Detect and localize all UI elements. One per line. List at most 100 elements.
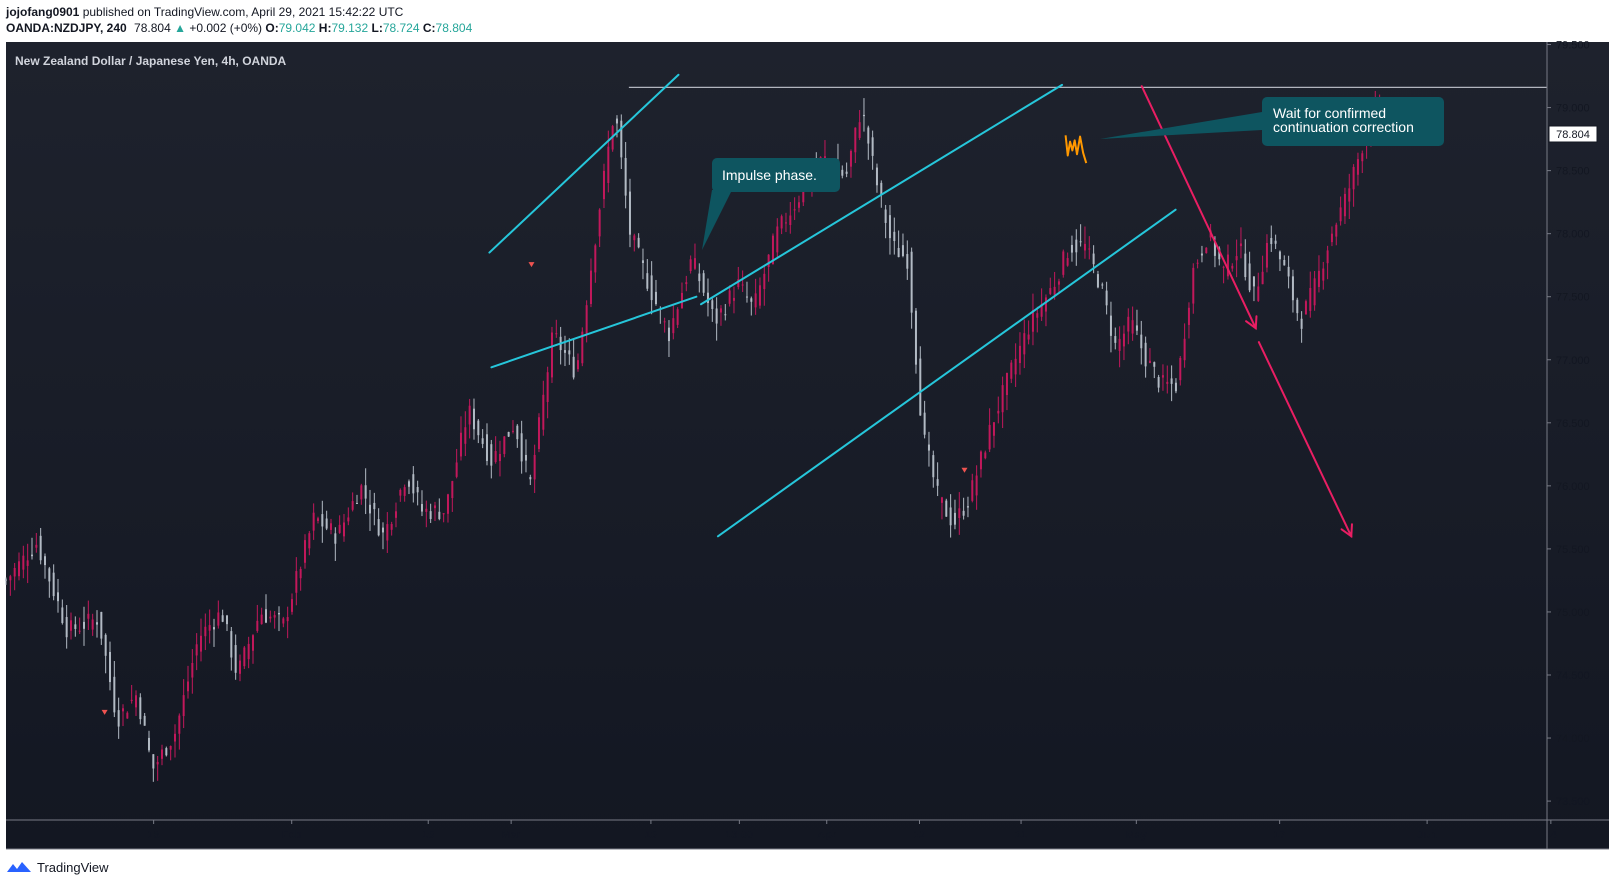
candle-body <box>139 697 142 720</box>
candle-body <box>598 209 601 237</box>
candle-body <box>1317 270 1320 287</box>
last-price: 78.804 <box>134 21 171 35</box>
last-price-tag: 78.804 <box>1548 125 1598 143</box>
up-arrow-icon: ▲ <box>174 21 186 35</box>
candle-body <box>459 432 462 457</box>
time-tick-label: 18 <box>148 829 160 841</box>
candle-body <box>1027 334 1030 340</box>
projection-arrowhead-2 <box>1340 523 1353 539</box>
candle-body <box>992 422 995 436</box>
candle-body <box>901 245 904 256</box>
candle-body <box>17 561 20 577</box>
candle-body <box>1313 278 1316 306</box>
candle-body <box>5 579 7 581</box>
candle-body <box>750 298 753 302</box>
candle-body <box>1205 247 1208 254</box>
candle-body <box>1062 251 1065 275</box>
candle-body <box>22 555 25 570</box>
candle-body <box>156 761 159 765</box>
candle-body <box>182 695 185 717</box>
candle-body <box>433 505 436 509</box>
candle-body <box>546 372 549 403</box>
time-tick-label: 13:00 <box>725 829 753 841</box>
candle-body <box>966 506 969 508</box>
candle-body <box>1001 385 1004 413</box>
time-tick-label: May <box>1126 829 1148 841</box>
candle-body <box>1356 159 1359 175</box>
candle-body <box>737 279 740 288</box>
candle-body <box>199 635 202 652</box>
candle-body <box>256 620 259 631</box>
candle-body <box>932 455 935 478</box>
candle-body <box>893 231 896 242</box>
low-value: 78.724 <box>382 21 420 35</box>
candle-body <box>1114 336 1117 343</box>
price-tick-label: 78.500 <box>1556 166 1590 178</box>
candle-body <box>858 122 861 138</box>
candle-body <box>351 501 354 510</box>
candle-body <box>1053 286 1056 295</box>
open-label: O: <box>265 21 279 35</box>
candle-body <box>1170 378 1173 384</box>
candle-body <box>862 114 865 117</box>
candle-body <box>524 454 527 461</box>
time-tick-label: 15 <box>422 829 434 841</box>
candle-body <box>100 611 103 639</box>
time-tick-label: 17 <box>1274 829 1286 841</box>
wedge-upper-trendline <box>488 73 680 254</box>
candle-body <box>1023 333 1026 355</box>
candle-body <box>576 360 579 370</box>
candle-body <box>663 321 666 323</box>
candle-body <box>715 308 718 324</box>
candle-body <box>897 247 900 258</box>
candle-body <box>1235 256 1238 261</box>
candle-body <box>368 504 371 514</box>
candle-body <box>1283 260 1286 266</box>
candle-body <box>1179 357 1182 381</box>
candle-body <box>1161 375 1164 378</box>
candle-body <box>143 715 146 726</box>
candle-body <box>1352 166 1355 190</box>
tradingview-footer[interactable]: TradingView <box>6 856 109 878</box>
time-axis[interactable]: 18 Feb 15 Mar 15 13:00 Apr 12 21 May 17 Jun 14 <box>148 820 1558 841</box>
candle-body <box>65 617 68 638</box>
candle-body <box>251 635 254 651</box>
candle-body <box>134 695 137 708</box>
candle-body <box>1140 334 1143 349</box>
price-axis[interactable]: 79.500 79.000 78.500 78.000 77.500 77.000 76.5… <box>1547 40 1590 809</box>
candle-body <box>1304 301 1307 315</box>
candle-body <box>204 626 207 637</box>
candle-body <box>511 430 514 432</box>
time-tick-label: Jun <box>1417 829 1437 841</box>
candle-body <box>693 258 696 269</box>
candle-body <box>230 631 233 658</box>
high-value: 79.132 <box>331 21 369 35</box>
candle-body <box>979 451 982 470</box>
candle-body <box>1343 193 1346 217</box>
candle-body <box>1218 248 1221 260</box>
candle-body <box>147 737 150 751</box>
candle-body <box>1226 254 1229 277</box>
candle-body <box>95 622 98 625</box>
candle-body <box>867 127 870 144</box>
candle-body <box>797 202 800 208</box>
candle-body <box>1265 242 1268 268</box>
candle-body <box>641 260 644 263</box>
candle-body <box>1261 271 1264 285</box>
candle-body <box>988 424 991 450</box>
candle-body <box>212 627 215 630</box>
candle-body <box>1131 320 1134 334</box>
candle-body <box>1300 318 1303 329</box>
candle-body <box>1127 316 1130 332</box>
candle-body <box>767 254 770 268</box>
candle-body <box>373 502 376 510</box>
candle-body <box>823 156 826 159</box>
candle-body <box>1187 307 1190 325</box>
time-tick-label: 15 <box>645 829 657 841</box>
candle-body <box>56 592 59 602</box>
candle-body <box>923 412 926 435</box>
price-tick-label: 75.500 <box>1556 544 1590 556</box>
author-name[interactable]: jojofang0901 <box>6 5 80 19</box>
candle-body <box>490 444 493 466</box>
